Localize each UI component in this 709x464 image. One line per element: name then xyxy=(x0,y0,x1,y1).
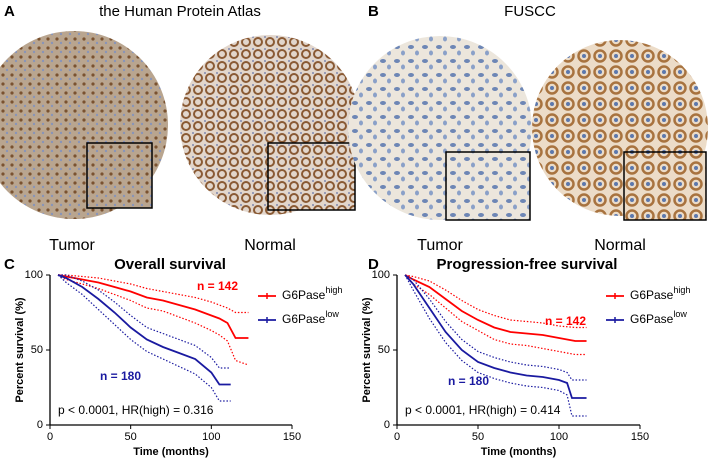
legend-label: G6Pasehigh xyxy=(282,285,342,302)
ci-lower xyxy=(57,274,231,402)
survival-curve xyxy=(57,274,249,339)
y-tick-label: 50 xyxy=(31,344,43,356)
panel-title: the Human Protein Atlas xyxy=(99,3,261,20)
survival-curve xyxy=(404,274,587,399)
x-tick-label: 0 xyxy=(394,431,400,443)
series-annotation: n = 142 xyxy=(197,279,238,293)
y-tick-label: 50 xyxy=(378,344,390,356)
x-tick-label: 150 xyxy=(631,431,649,443)
p-value: p < 0.0001, HR(high) = 0.316 xyxy=(58,403,214,417)
image-label: Tumor xyxy=(417,237,463,254)
chart-title: Overall survival xyxy=(114,256,226,273)
panel-letter: A xyxy=(4,3,15,20)
inset-image xyxy=(445,151,531,221)
x-tick-label: 0 xyxy=(47,431,53,443)
legend-superscript: high xyxy=(673,285,690,295)
x-axis-label: Time (months) xyxy=(481,446,557,458)
y-tick-label: 100 xyxy=(25,269,43,281)
panel-title: FUSCC xyxy=(504,3,556,20)
chart-title: Progression-free survival xyxy=(437,256,618,273)
y-axis-label: Percent survival (%) xyxy=(14,297,26,402)
ci-lower xyxy=(404,274,587,417)
legend-name: G6Pase xyxy=(282,288,326,302)
ci-upper xyxy=(404,274,587,381)
legend-name: G6Pase xyxy=(630,312,674,326)
x-axis-label: Time (months) xyxy=(133,446,209,458)
legend-superscript: high xyxy=(325,285,342,295)
legend-name: G6Pase xyxy=(282,312,326,326)
ci-upper xyxy=(58,274,249,314)
legend-name: G6Pase xyxy=(630,288,674,302)
image-label: Tumor xyxy=(49,237,95,254)
legend-label: G6Paselow xyxy=(630,309,687,326)
y-axis-label: Percent survival (%) xyxy=(361,297,373,402)
x-tick-label: 100 xyxy=(550,431,568,443)
y-tick-label: 0 xyxy=(384,419,390,431)
series-annotation: n = 142 xyxy=(545,314,586,328)
x-tick-label: 50 xyxy=(125,431,137,443)
inset-image xyxy=(86,142,153,209)
ci-lower xyxy=(57,274,249,366)
x-tick-label: 150 xyxy=(283,431,301,443)
y-tick-label: 100 xyxy=(372,269,390,281)
series-annotation: n = 180 xyxy=(448,374,489,388)
inset-image xyxy=(623,151,707,221)
panel-letter: B xyxy=(368,3,379,20)
legend-label: G6Pasehigh xyxy=(630,285,690,302)
legend-superscript: low xyxy=(325,309,339,319)
image-label: Normal xyxy=(244,237,296,254)
survival-curve xyxy=(57,274,231,386)
p-value: p < 0.0001, HR(high) = 0.414 xyxy=(405,403,561,417)
y-tick-label: 0 xyxy=(37,419,43,431)
inset-image xyxy=(267,142,356,211)
image-label: Normal xyxy=(594,237,646,254)
x-tick-label: 100 xyxy=(202,431,220,443)
series-annotation: n = 180 xyxy=(100,369,141,383)
legend-label: G6Paselow xyxy=(282,309,339,326)
x-tick-label: 50 xyxy=(472,431,484,443)
survival-curve xyxy=(404,274,587,342)
legend-superscript: low xyxy=(673,309,687,319)
panel-letter: C xyxy=(4,256,15,273)
panel-letter: D xyxy=(368,256,379,273)
